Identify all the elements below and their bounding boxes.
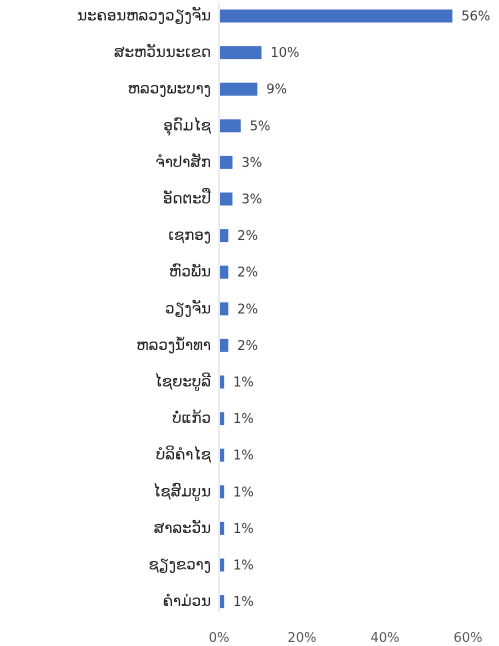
bar (220, 265, 229, 279)
bar (220, 375, 225, 389)
category-label: ຫົວພັນ (169, 262, 211, 281)
value-label: 1% (233, 522, 254, 537)
x-tick-label: 40% (371, 631, 400, 646)
bar (220, 485, 225, 499)
bar (220, 595, 225, 609)
x-tick-label: 60% (454, 631, 483, 646)
bar (220, 82, 258, 96)
category-label: ບໍ່ແກ້ວ (172, 408, 211, 427)
bar (220, 338, 229, 352)
x-axis-ticks-group: 0% 20% 40% 60% (209, 631, 483, 646)
bar (220, 448, 225, 462)
value-label: 2% (237, 266, 258, 281)
bar (220, 521, 225, 535)
category-label: ນະຄອນຫລວງວຽງຈັນ (77, 5, 211, 24)
bar (220, 558, 225, 572)
category-labels-group: ນະຄອນຫລວງວຽງຈັນສະຫວັນນະເຂດຫລວງພະບາງອຸດົມ… (77, 5, 212, 610)
value-label: 2% (237, 302, 258, 317)
value-label: 3% (241, 193, 262, 208)
category-label: ບໍລິຄຳໄຊ (156, 445, 212, 464)
category-label: ວຽງຈັນ (165, 298, 211, 317)
value-label: 3% (241, 156, 262, 171)
category-label: ໄຊສົມບູນ (153, 481, 211, 501)
bars-group (220, 9, 453, 609)
value-label: 56% (461, 10, 490, 25)
category-label: ຫລວງພະບາງ (128, 80, 211, 98)
bar (220, 119, 241, 133)
category-label: ຈຳປາສັກ (155, 152, 211, 171)
value-label: 2% (237, 339, 258, 354)
category-label: ຄຳມ່ວນ (163, 592, 211, 610)
value-label: 1% (233, 376, 254, 391)
value-label: 1% (233, 485, 254, 500)
category-label: ອັດຕະປື (163, 187, 211, 208)
category-label: ສາລະວັນ (154, 518, 211, 537)
bar (220, 229, 229, 243)
category-label: ອຸດົມໄຊ (163, 115, 211, 136)
bar (220, 9, 453, 23)
value-label: 1% (233, 595, 254, 610)
bar (220, 192, 233, 206)
category-label: ສະຫວັນນະເຂດ (114, 42, 211, 61)
category-label: ຊຽງຂວາງ (149, 556, 212, 574)
value-label: 9% (266, 83, 287, 98)
value-label: 1% (233, 412, 254, 427)
value-label: 1% (233, 449, 254, 464)
bar (220, 412, 225, 426)
x-tick-label: 20% (288, 631, 317, 646)
bar (220, 302, 229, 316)
value-label: 1% (233, 559, 254, 574)
category-label: ໄຊຍະບູລີ (154, 371, 211, 391)
value-label: 10% (271, 46, 300, 61)
category-label: ຫລວງນ້ຳທາ (136, 335, 211, 354)
value-label: 2% (237, 229, 258, 244)
value-labels-group: 56% 10% 9% 5% 3% 3% 2% 2% 2% 2% 1% 1% 1% 1% 1% 1% 1% (233, 10, 490, 611)
bar (220, 46, 262, 60)
x-tick-label: 0% (209, 631, 230, 646)
bar (220, 155, 233, 169)
category-label: ເຊກອງ (168, 226, 211, 244)
value-label: 5% (250, 119, 271, 134)
